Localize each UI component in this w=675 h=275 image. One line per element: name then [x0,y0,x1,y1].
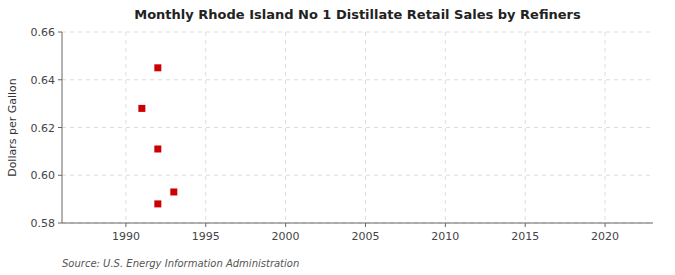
x-grid-line [365,32,366,223]
y-grid-line [62,127,653,128]
x-tick-label: 2015 [511,230,539,243]
x-grid-line [605,32,606,223]
x-tick-label: 1990 [112,230,140,243]
y-tick [58,175,62,176]
x-tick-label: 1995 [192,230,220,243]
ticks: 1990 1995 2000 2005 2010 2015 2020 0.58 0.60 0.62… [31,26,620,243]
x-grid-line [525,32,526,223]
y-grid-line [62,79,653,80]
y-tick-label: 0.64 [31,74,56,87]
x-grid-line [445,32,446,223]
points [138,64,177,207]
y-grid-line [62,175,653,176]
x-axis [62,223,653,224]
x-tick [365,223,366,227]
x-tick-label: 2000 [272,230,300,243]
y-tick [58,127,62,128]
point [170,188,177,195]
y-tick [58,32,62,33]
y-tick-label: 0.66 [31,26,56,39]
x-tick [205,223,206,227]
point [154,64,161,71]
title: Monthly Rhode Island No 1 Distillate Ret… [134,7,581,22]
y-tick-label: 0.60 [31,169,56,182]
x-tick-label: 2010 [431,230,459,243]
point [138,105,145,112]
point [154,145,161,152]
y-grid-line [62,223,653,224]
y-tick-label: 0.58 [31,217,56,230]
x-tick [285,223,286,227]
y-axis-label: Dollars per Gallon [6,78,19,177]
x-tick [605,223,606,227]
x-tick [525,223,526,227]
x-grid-line [285,32,286,223]
y-tick-label: 0.62 [31,122,56,135]
chart: Monthly Rhode Island No 1 Distillate Ret… [0,0,675,275]
y-tick [58,223,62,224]
source: Source: U.S. Energy Information Administ… [62,258,299,269]
y-grid-line [62,32,653,33]
x-tick [125,223,126,227]
x-tick [445,223,446,227]
x-tick-label: 2020 [591,230,619,243]
x-tick-label: 2005 [351,230,379,243]
y-tick [58,79,62,80]
point [154,200,161,207]
y-axis [62,32,63,223]
grid [62,32,653,223]
